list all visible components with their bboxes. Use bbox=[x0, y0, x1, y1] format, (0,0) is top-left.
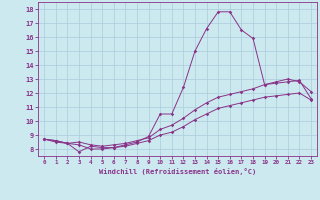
X-axis label: Windchill (Refroidissement éolien,°C): Windchill (Refroidissement éolien,°C) bbox=[99, 168, 256, 175]
